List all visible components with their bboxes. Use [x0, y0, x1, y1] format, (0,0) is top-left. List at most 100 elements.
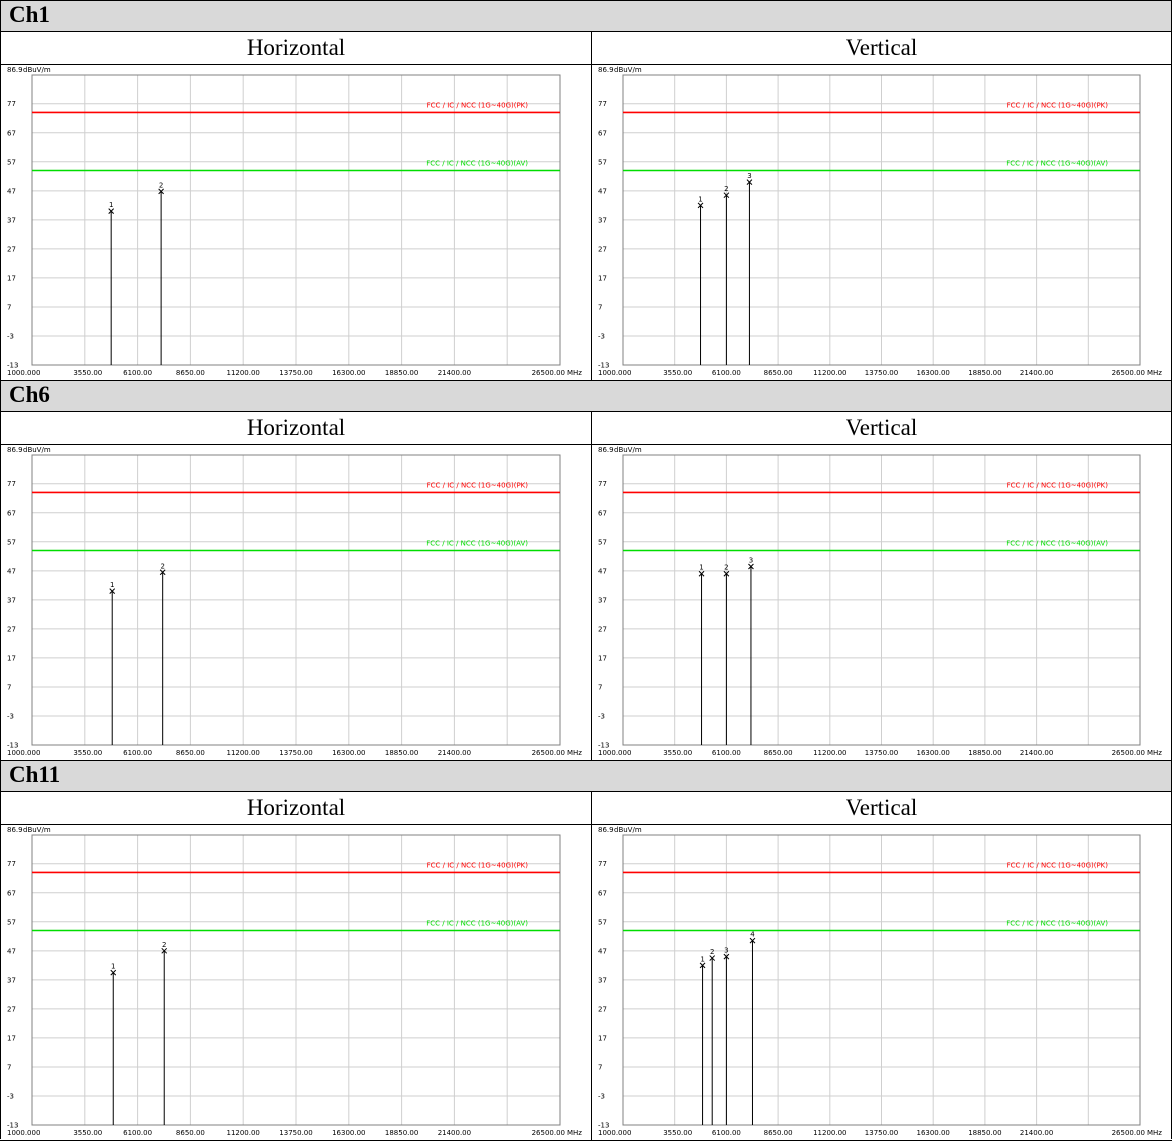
y-tick-label: 67	[7, 889, 16, 897]
limit-label-peak: FCC / IC / NCC (1G~40G)(PK)	[427, 481, 529, 489]
y-axis-unit: dBuV/m	[614, 66, 642, 74]
y-tick-label: -13	[7, 362, 18, 370]
x-tick-label: 11200.00	[226, 369, 259, 377]
limit-label-peak: FCC / IC / NCC (1G~40G)(PK)	[1007, 861, 1109, 869]
y-max-label: 86.9	[598, 446, 614, 454]
x-tick-label: 16300.00	[332, 749, 365, 757]
y-tick-label: 17	[598, 274, 607, 282]
marker-label: 2	[724, 185, 728, 193]
x-tick-label: 8650.00	[176, 1129, 205, 1137]
y-tick-label: 7	[7, 1063, 11, 1071]
marker-cross	[108, 208, 115, 214]
horizontal-title: Horizontal	[246, 795, 346, 820]
y-tick-label: 27	[598, 245, 607, 253]
measurement-marker: 2	[709, 948, 716, 1125]
x-tick-label: 26500.00	[1112, 369, 1145, 377]
measurement-marker: 1	[697, 195, 704, 365]
marker-label: 2	[162, 941, 166, 949]
y-tick-label: 37	[598, 216, 607, 224]
x-tick-label: 11200.00	[813, 1129, 846, 1137]
x-axis-unit: MHz	[567, 1129, 582, 1137]
y-axis-unit: dBuV/m	[23, 446, 51, 454]
x-tick-label: 26500.00	[532, 1129, 565, 1137]
horizontal-title: Horizontal	[246, 35, 346, 60]
x-tick-label: 21400.00	[1020, 749, 1053, 757]
limit-label-average: FCC / IC / NCC (1G~40G)(AV)	[426, 160, 528, 168]
x-axis-unit: MHz	[1147, 369, 1162, 377]
marker-cross	[698, 570, 705, 577]
y-tick-label: 77	[598, 100, 607, 108]
table-border	[591, 32, 592, 380]
marker-label: 3	[747, 172, 751, 180]
limit-label-average: FCC / IC / NCC (1G~40G)(AV)	[1006, 160, 1108, 168]
marker-label: 1	[111, 963, 115, 971]
y-max-label: 86.9	[598, 66, 614, 74]
y-tick-label: -3	[598, 1092, 605, 1100]
x-tick-label: 18850.00	[968, 749, 1001, 757]
y-tick-label: 7	[598, 303, 602, 311]
marker-label: 2	[160, 562, 164, 570]
y-tick-label: 67	[7, 129, 16, 137]
marker-cross	[110, 969, 117, 976]
y-tick-label: 47	[598, 187, 607, 195]
x-tick-label: 3550.00	[73, 369, 102, 377]
y-max-label: 86.9	[598, 826, 614, 834]
marker-label: 1	[700, 955, 704, 963]
x-tick-label: 16300.00	[332, 369, 365, 377]
marker-label: 2	[159, 181, 163, 189]
plot-frame	[622, 74, 1141, 366]
x-tick-label: 3550.00	[73, 1129, 102, 1137]
table-border	[0, 64, 1172, 65]
table-border	[0, 791, 1172, 792]
x-tick-label: 1000.000	[598, 1129, 631, 1137]
x-tick-label: 3550.00	[663, 369, 692, 377]
plot-frame	[31, 834, 561, 1126]
plot-frame	[622, 834, 1141, 1126]
marker-cross	[723, 953, 730, 960]
y-tick-label: 47	[598, 567, 607, 575]
y-tick-label: 57	[598, 918, 607, 926]
y-tick-label: 57	[7, 918, 16, 926]
vertical-title: Vertical	[845, 415, 918, 440]
y-tick-label: -13	[7, 1122, 18, 1130]
y-tick-label: -13	[598, 362, 609, 370]
x-tick-label: 6100.00	[712, 369, 741, 377]
x-tick-label: 13750.00	[279, 1129, 312, 1137]
marker-cross	[746, 179, 753, 185]
x-tick-label: 1000.000	[598, 749, 631, 757]
y-tick-label: 17	[7, 654, 16, 662]
marker-label: 3	[724, 947, 728, 955]
x-tick-label: 18850.00	[385, 369, 418, 377]
marker-label: 1	[110, 581, 114, 589]
x-tick-label: 11200.00	[813, 369, 846, 377]
y-tick-label: -3	[7, 712, 14, 720]
y-max-label: 86.9	[7, 826, 23, 834]
channel-header: Ch11	[1, 761, 1171, 791]
x-tick-label: 13750.00	[865, 749, 898, 757]
y-tick-label: 47	[7, 567, 16, 575]
y-tick-label: 37	[598, 596, 607, 604]
y-tick-label: 57	[7, 158, 16, 166]
x-tick-label: 1000.000	[7, 369, 40, 377]
y-tick-label: 57	[7, 538, 16, 546]
measurement-marker: 2	[723, 564, 730, 745]
limit-label-peak: FCC / IC / NCC (1G~40G)(PK)	[1007, 481, 1109, 489]
marker-cross	[749, 937, 756, 944]
y-tick-label: 37	[7, 976, 16, 984]
marker-cross	[748, 563, 754, 570]
measurement-marker: 1	[109, 581, 116, 745]
y-tick-label: 17	[7, 1034, 16, 1042]
marker-cross	[161, 947, 168, 954]
y-tick-label: 67	[598, 129, 607, 137]
marker-cross	[109, 588, 116, 594]
y-axis-unit: dBuV/m	[614, 446, 642, 454]
y-tick-label: 47	[598, 947, 607, 955]
x-tick-label: 8650.00	[176, 369, 205, 377]
y-axis-unit: dBuV/m	[614, 826, 642, 834]
